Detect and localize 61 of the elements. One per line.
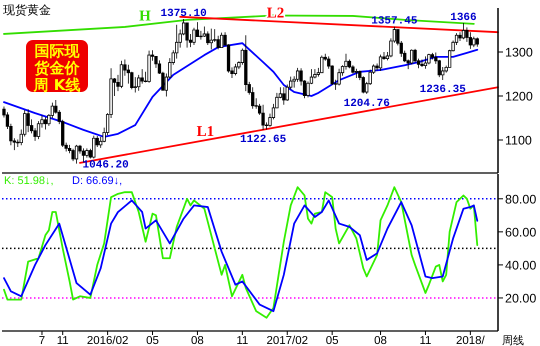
y-tick-label: 60.00 — [505, 225, 536, 240]
y-tick-label: 20.00 — [505, 291, 536, 306]
series-label: H — [139, 8, 152, 25]
y-tick-label: 1300 — [505, 46, 533, 60]
candlestick — [378, 54, 382, 72]
candlestick — [234, 63, 238, 76]
x-axis-title: 周线 — [502, 334, 524, 346]
annotation: 1122.65 — [240, 134, 287, 146]
annotation: 国际现货金价周 K线 — [32, 42, 80, 94]
candlestick — [185, 22, 189, 48]
candlestick — [462, 22, 466, 40]
candlestick — [261, 104, 265, 130]
y-tick-label: 80.00 — [505, 192, 536, 206]
candlestick — [120, 60, 124, 88]
candlestick — [282, 86, 286, 106]
candlestick — [472, 36, 476, 48]
candlestick — [476, 37, 479, 48]
candlestick — [244, 34, 248, 92]
annotation: 1204.76 — [344, 98, 390, 110]
annotation: 1046.20 — [82, 160, 129, 172]
annotation: 1236.35 — [420, 84, 466, 96]
series-label: D: 66.69↓, — [72, 175, 122, 187]
candlestick — [85, 148, 89, 158]
x-tick-label: 7 — [38, 335, 46, 346]
candlestick — [206, 30, 210, 46]
x-tick-label: 2016/02 — [86, 335, 128, 346]
candlestick — [337, 68, 341, 86]
y-tick-label: 1200 — [505, 90, 533, 104]
x-tick-label: 08 — [191, 335, 204, 346]
candlestick — [354, 68, 358, 78]
x-tick-label: 2017/02 — [266, 335, 308, 346]
candlestick — [320, 55, 324, 74]
candlestick — [210, 28, 213, 50]
line-series — [3, 186, 478, 319]
candlestick — [26, 108, 30, 132]
candlestick — [468, 32, 472, 50]
y-tick-label: 40.00 — [505, 258, 536, 272]
candlestick — [220, 32, 224, 48]
chart-title: 现货黄金 — [3, 3, 51, 17]
x-tick-label: 08 — [374, 335, 387, 346]
y-tick-label: 1100 — [505, 134, 532, 148]
text: K: 51.98↓, — [4, 175, 54, 187]
candlestick — [44, 116, 48, 130]
x-tick-label: 11 — [419, 335, 432, 346]
x-tick-label: 2018/ — [456, 335, 486, 346]
x-tick-label: 05 — [146, 335, 159, 346]
series-label: L1 — [196, 124, 214, 140]
candlestick — [71, 148, 75, 162]
annotation: 1375.10 — [160, 8, 207, 20]
annotation: 1366 — [450, 12, 477, 24]
candlestick — [420, 59, 424, 68]
candlestick — [74, 144, 78, 164]
x-tick-label: 11 — [56, 335, 69, 346]
candlestick — [427, 53, 431, 65]
x-tick-label: 11 — [236, 335, 248, 346]
x-tick-label: 05 — [326, 335, 339, 346]
candlestick — [424, 56, 428, 70]
candlestick — [410, 48, 414, 65]
annotation: 1357.45 — [371, 16, 418, 28]
candlestick — [147, 50, 151, 84]
candlestick — [92, 135, 96, 159]
